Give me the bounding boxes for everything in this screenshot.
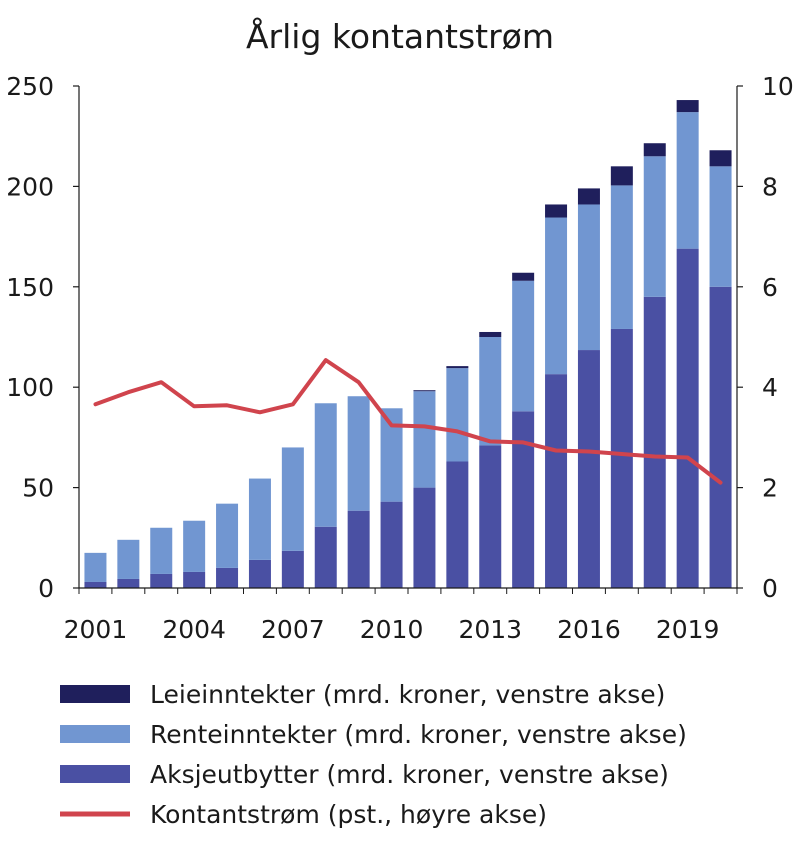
bar-aksjeutbytter-2010 — [380, 501, 403, 588]
bar-renteinntekter-2020 — [709, 166, 732, 287]
legend-leieinntekter-swatch — [60, 685, 130, 703]
x-tick-label: 2010 — [360, 615, 424, 644]
legend-leieinntekter-label: Leieinntekter (mrd. kroner, venstre akse… — [150, 680, 665, 709]
legend-kontantstrom-label: Kontantstrøm (pst., høyre akse) — [150, 800, 547, 829]
bar-renteinntekter-2019 — [676, 112, 699, 249]
bar-renteinntekter-2016 — [577, 204, 600, 351]
bar-renteinntekter-2014 — [512, 280, 535, 412]
x-tick-label: 2004 — [162, 615, 226, 644]
left-tick-label: 50 — [22, 474, 54, 503]
bar-aksjeutbytter-2018 — [643, 296, 666, 588]
bar-renteinntekter-2005 — [216, 503, 239, 568]
left-tick-label: 150 — [6, 273, 54, 302]
bar-leieinntekter-2014 — [512, 272, 535, 281]
legend-aksjeutbytter-swatch — [60, 765, 130, 783]
x-tick-label: 2019 — [656, 615, 720, 644]
legend: Leieinntekter (mrd. kroner, venstre akse… — [60, 680, 687, 829]
left-tick-label: 0 — [38, 574, 54, 603]
bar-renteinntekter-2001 — [84, 552, 107, 582]
bar-renteinntekter-2017 — [610, 185, 633, 329]
bar-aksjeutbytter-2001 — [84, 581, 107, 588]
bar-renteinntekter-2010 — [380, 408, 403, 502]
left-tick-label: 250 — [6, 72, 54, 101]
bar-renteinntekter-2003 — [150, 527, 173, 574]
bar-leieinntekter-2016 — [577, 188, 600, 205]
right-tick-label: 4 — [762, 373, 778, 402]
kontantstrom-line — [93, 358, 723, 485]
legend-renteinntekter-swatch — [60, 725, 130, 743]
x-tick-label: 2013 — [458, 615, 522, 644]
bar-aksjeutbytter-2002 — [117, 578, 140, 588]
right-tick-label: 8 — [762, 172, 778, 201]
bar-aksjeutbytter-2011 — [413, 487, 436, 588]
bar-aksjeutbytter-2016 — [577, 350, 600, 588]
bar-aksjeutbytter-2013 — [479, 445, 502, 588]
bar-aksjeutbytter-2020 — [709, 286, 732, 588]
bar-renteinntekter-2018 — [643, 156, 666, 297]
bar-leieinntekter-2011 — [413, 390, 436, 392]
legend-renteinntekter-label: Renteinntekter (mrd. kroner, venstre aks… — [150, 720, 687, 749]
line-layer — [93, 358, 723, 485]
bar-aksjeutbytter-2017 — [610, 328, 633, 588]
bar-renteinntekter-2012 — [446, 368, 469, 462]
bar-leieinntekter-2013 — [479, 331, 502, 337]
bar-leieinntekter-2015 — [545, 204, 568, 218]
bar-renteinntekter-2006 — [248, 478, 271, 560]
bar-renteinntekter-2008 — [314, 403, 337, 527]
bar-renteinntekter-2007 — [281, 447, 304, 551]
bar-aksjeutbytter-2009 — [347, 510, 370, 588]
bar-renteinntekter-2004 — [183, 520, 206, 572]
bar-aksjeutbytter-2015 — [545, 374, 568, 588]
bar-leieinntekter-2017 — [610, 166, 633, 186]
bar-aksjeutbytter-2019 — [676, 248, 699, 588]
bar-renteinntekter-2015 — [545, 217, 568, 375]
bar-aksjeutbytter-2012 — [446, 461, 469, 588]
right-tick-label: 2 — [762, 474, 778, 503]
axes-layer: 0 50 100 150 200 250 0 2 4 6 8 10 2001 2004 2007 2010 20… — [6, 72, 794, 644]
right-tick-label: 0 — [762, 574, 778, 603]
bar-aksjeutbytter-2014 — [512, 411, 535, 588]
bar-aksjeutbytter-2005 — [216, 567, 239, 588]
bar-renteinntekter-2009 — [347, 396, 370, 511]
x-tick-label: 2001 — [64, 615, 128, 644]
bar-renteinntekter-2013 — [479, 337, 502, 446]
bar-aksjeutbytter-2008 — [314, 526, 337, 588]
bar-aksjeutbytter-2007 — [281, 550, 304, 588]
bars-layer — [84, 100, 732, 588]
legend-aksjeutbytter-label: Aksjeutbytter (mrd. kroner, venstre akse… — [150, 760, 669, 789]
bar-aksjeutbytter-2004 — [183, 571, 206, 588]
left-tick-label: 200 — [6, 172, 54, 201]
bar-aksjeutbytter-2003 — [150, 573, 173, 588]
chart-title: Årlig kontantstrøm — [246, 16, 554, 56]
bar-leieinntekter-2012 — [446, 366, 469, 369]
bar-leieinntekter-2018 — [643, 143, 666, 157]
bar-leieinntekter-2019 — [676, 100, 699, 113]
left-tick-label: 100 — [6, 373, 54, 402]
bar-aksjeutbytter-2006 — [248, 559, 271, 588]
bar-renteinntekter-2002 — [117, 539, 140, 579]
x-tick-label: 2007 — [261, 615, 325, 644]
bar-leieinntekter-2020 — [709, 150, 732, 167]
x-tick-label: 2016 — [557, 615, 621, 644]
right-tick-label: 6 — [762, 273, 778, 302]
bar-renteinntekter-2011 — [413, 391, 436, 488]
right-tick-label: 10 — [762, 72, 794, 101]
